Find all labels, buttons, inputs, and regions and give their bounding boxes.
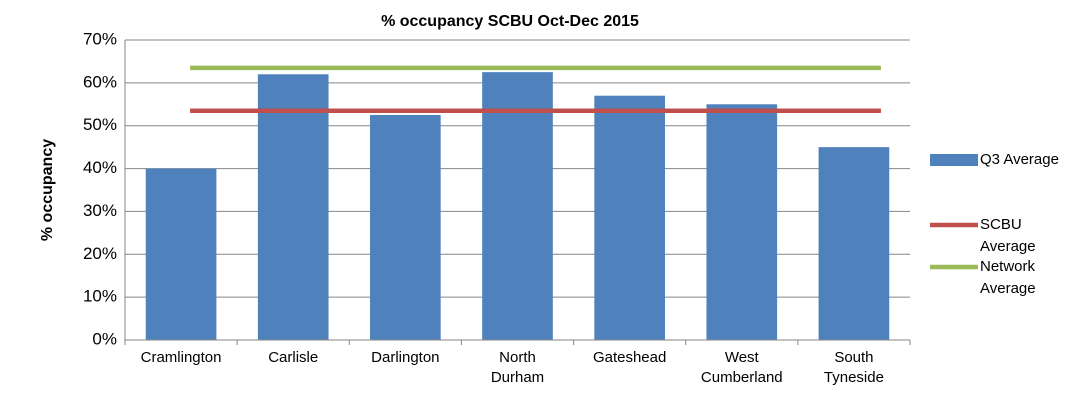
bar xyxy=(818,147,890,340)
chart-title: % occupancy SCBU Oct-Dec 2015 xyxy=(381,13,639,30)
legend-label: Q3 Average xyxy=(980,151,1059,168)
legend-swatch xyxy=(930,154,978,166)
y-tick-label: 60% xyxy=(83,72,117,91)
y-tick-label: 50% xyxy=(83,115,117,134)
x-tick-label: Gateshead xyxy=(593,349,666,366)
x-tick-label: West Cumberland xyxy=(701,349,783,386)
bar xyxy=(257,74,329,341)
bar xyxy=(145,168,217,340)
x-tick-label: South Tyneside xyxy=(824,349,884,386)
y-tick-label: 20% xyxy=(83,244,117,263)
y-axis-label: % occupancy xyxy=(39,139,56,241)
x-tick-label: Cramlington xyxy=(141,349,222,366)
bar xyxy=(706,104,778,341)
bar xyxy=(370,115,441,340)
y-tick-label: 10% xyxy=(83,287,117,306)
legend-label: SCBU Average xyxy=(980,216,1036,255)
x-tick-label: Carlisle xyxy=(268,349,318,366)
x-tick-label: North Durham xyxy=(491,349,544,386)
y-tick-label: 30% xyxy=(83,201,117,220)
bar xyxy=(594,95,665,340)
y-tick-label: 70% xyxy=(83,29,117,48)
x-tick-label: Darlington xyxy=(371,349,439,366)
legend-label: Network Average xyxy=(980,258,1036,297)
y-tick-label: 40% xyxy=(83,158,117,177)
y-tick-label: 0% xyxy=(92,329,117,348)
bar xyxy=(482,72,553,341)
